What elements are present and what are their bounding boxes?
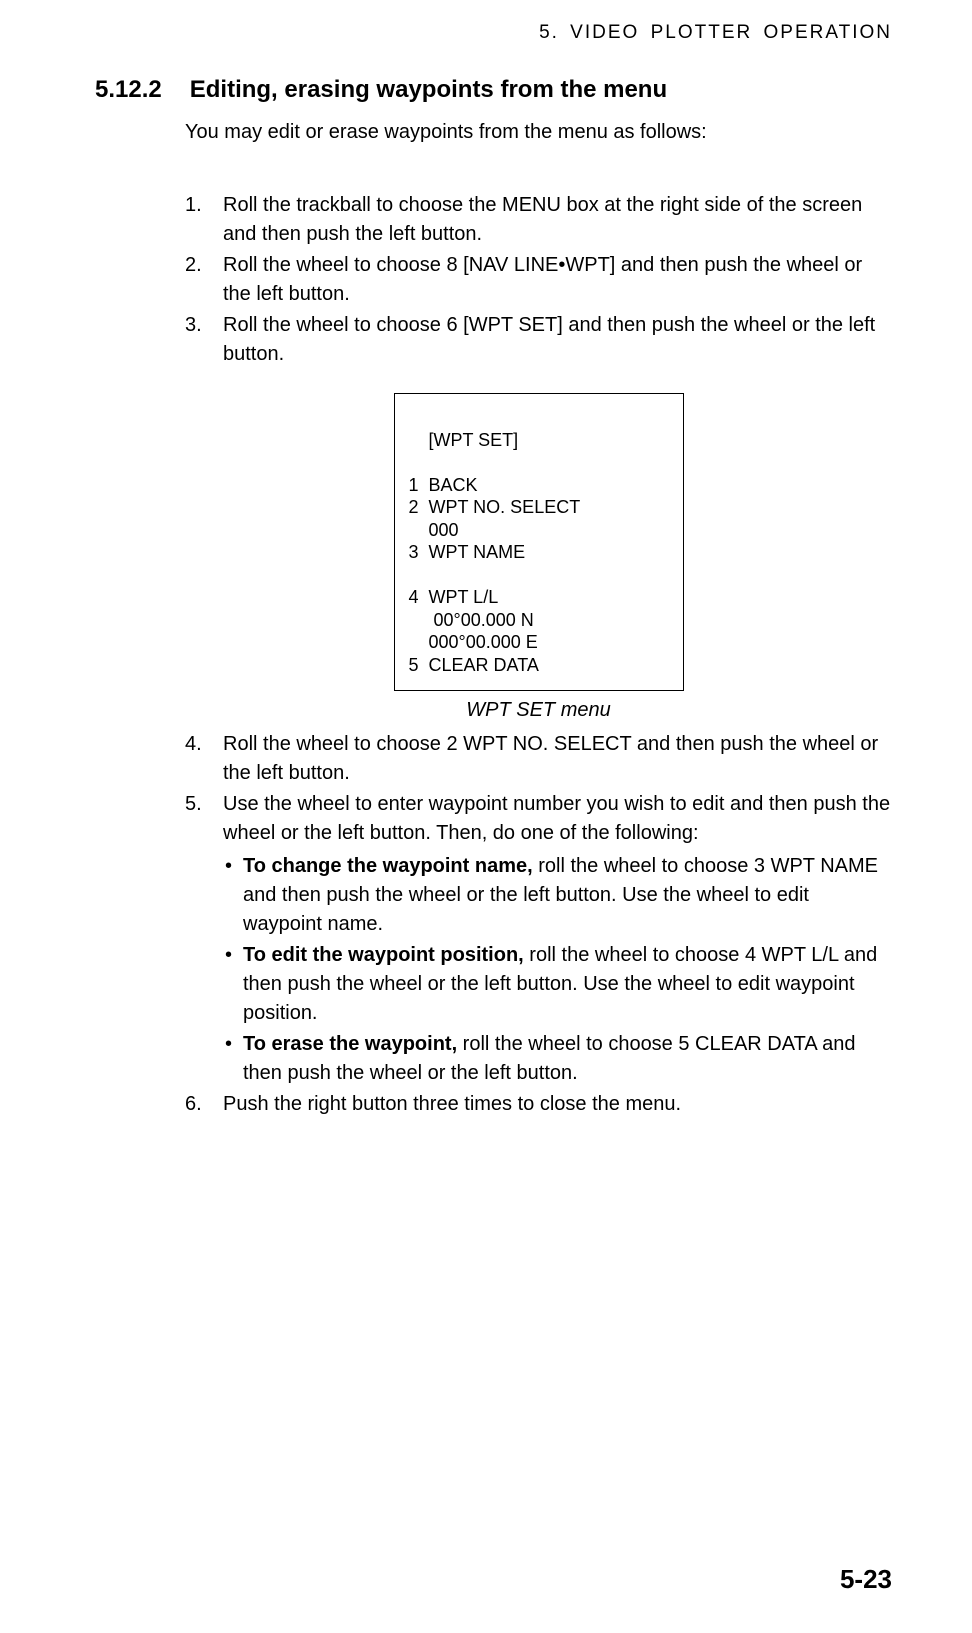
bullet-edit-position: •To edit the waypoint position, roll the… (225, 941, 892, 1028)
bullet-3-lead: To erase the waypoint, (243, 1033, 457, 1055)
menu-line-2: 2 WPT NO. SELECT (409, 497, 581, 517)
steps-list: Roll the trackball to choose the MENU bo… (185, 191, 892, 369)
menu-title: [WPT SET] (409, 430, 519, 450)
wpt-set-menu-box: [WPT SET] 1 BACK 2 WPT NO. SELECT 000 3 … (394, 393, 684, 691)
bullet-icon: • (225, 852, 243, 881)
menu-line-1: 1 BACK (409, 475, 478, 495)
section-heading: 5.12.2 Editing, erasing waypoints from t… (95, 76, 892, 104)
step-5: Use the wheel to enter waypoint number y… (185, 790, 892, 1088)
bullet-icon: • (225, 941, 243, 970)
bullet-1-lead: To change the waypoint name, (243, 855, 533, 877)
menu-line-4b: 000°00.000 E (409, 632, 538, 652)
step-3-text: Roll the wheel to choose 6 [WPT SET] and… (223, 314, 875, 365)
step-6-text: Push the right button three times to clo… (223, 1093, 681, 1115)
step-5-bullets: •To change the waypoint name, roll the w… (223, 852, 892, 1088)
step-6: Push the right button three times to clo… (185, 1090, 892, 1119)
menu-caption: WPT SET menu (185, 699, 892, 722)
bullet-change-name: •To change the waypoint name, roll the w… (225, 852, 892, 939)
step-4: Roll the wheel to choose 2 WPT NO. SELEC… (185, 730, 892, 788)
menu-box-wrap: [WPT SET] 1 BACK 2 WPT NO. SELECT 000 3 … (185, 393, 892, 691)
menu-line-5: 5 CLEAR DATA (409, 655, 539, 675)
step-1: Roll the trackball to choose the MENU bo… (185, 191, 892, 249)
step-2: Roll the wheel to choose 8 [NAV LINE•WPT… (185, 251, 892, 309)
page-number: 5-23 (840, 1564, 892, 1595)
body-block: You may edit or erase waypoints from the… (185, 118, 892, 1119)
step-2-text: Roll the wheel to choose 8 [NAV LINE•WPT… (223, 254, 862, 305)
bullet-erase: •To erase the waypoint, roll the wheel t… (225, 1030, 892, 1088)
step-1-text: Roll the trackball to choose the MENU bo… (223, 194, 862, 245)
steps-list-continued: Roll the wheel to choose 2 WPT NO. SELEC… (185, 730, 892, 1119)
menu-line-4: 4 WPT L/L (409, 587, 499, 607)
menu-line-4a: 00°00.000 N (409, 610, 534, 630)
running-header: 5. VIDEO PLOTTER OPERATION (95, 22, 892, 44)
bullet-2-lead: To edit the waypoint position, (243, 944, 524, 966)
bullet-icon: • (225, 1030, 243, 1059)
intro-text: You may edit or erase waypoints from the… (185, 118, 892, 147)
menu-line-2-value: 000 (409, 520, 459, 540)
step-3: Roll the wheel to choose 6 [WPT SET] and… (185, 311, 892, 369)
step-4-text: Roll the wheel to choose 2 WPT NO. SELEC… (223, 733, 878, 784)
section-number: 5.12.2 (95, 76, 162, 104)
step-5-text: Use the wheel to enter waypoint number y… (223, 793, 890, 844)
section-title: Editing, erasing waypoints from the menu (190, 76, 667, 104)
page: 5. VIDEO PLOTTER OPERATION 5.12.2 Editin… (0, 0, 972, 1633)
menu-line-3: 3 WPT NAME (409, 542, 526, 562)
